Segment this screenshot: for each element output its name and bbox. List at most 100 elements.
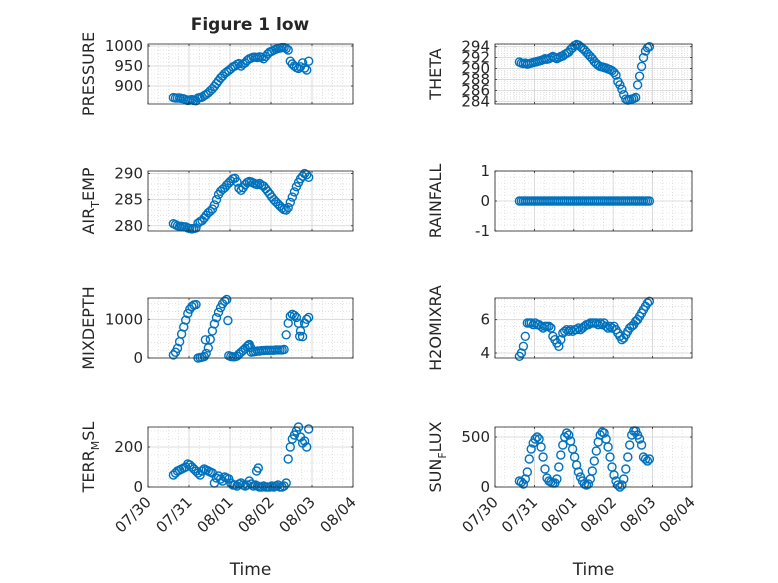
ticks [147, 427, 354, 488]
x-tick-label: 08/01 [537, 493, 580, 536]
data-point [209, 319, 220, 329]
ticks [494, 170, 693, 232]
data-point [295, 331, 305, 341]
y-tick-label: 0 [480, 478, 490, 496]
x-tick-label: 08/03 [616, 493, 659, 536]
data-point [180, 315, 191, 325]
y-tick-label: 294 [461, 38, 490, 56]
axes-frame [147, 43, 354, 105]
data-point [613, 480, 623, 490]
x-tick-label: 07/31 [498, 493, 541, 536]
x-axis-label: Time [572, 560, 615, 580]
data-point [234, 58, 244, 69]
data-point [291, 312, 302, 323]
data-point [621, 464, 631, 474]
axes-frame [147, 170, 354, 232]
data-point [287, 192, 297, 202]
data-point [530, 434, 540, 444]
data-point [617, 480, 627, 490]
data-point [302, 65, 312, 75]
y-tick-label: -1 [475, 222, 490, 240]
minor-grid [494, 298, 693, 358]
data-point [644, 296, 655, 306]
data-point [538, 452, 548, 462]
data-point [619, 474, 629, 484]
y-axis-label: H2OMIXRA [426, 285, 445, 371]
y-axis-label: TERRMSL [79, 422, 102, 494]
data-point [638, 52, 649, 63]
x-tick-label: 08/01 [194, 493, 237, 536]
data-point [279, 344, 289, 355]
data-point [587, 466, 597, 476]
data-point [304, 56, 314, 66]
ticks [494, 427, 693, 488]
data-point [605, 452, 615, 462]
data-point [281, 205, 291, 215]
data-point [245, 342, 256, 353]
data-point [644, 196, 655, 206]
data-point [289, 187, 300, 197]
series-points [168, 168, 314, 234]
y-tick-label: 0 [480, 192, 490, 210]
y-tick-label: 0 [133, 478, 143, 496]
y-tick-label: 292 [461, 49, 490, 67]
data-point [524, 454, 534, 464]
data-point [283, 202, 293, 213]
data-point [281, 330, 291, 340]
data-point [304, 424, 314, 434]
y-tick-label: 1 [480, 162, 490, 180]
x-tick-label: 08/02 [235, 493, 278, 536]
minor-grid [147, 427, 354, 488]
axes-frame [147, 297, 354, 359]
data-point [617, 84, 627, 95]
data-point [281, 43, 291, 54]
data-point [253, 463, 263, 473]
ticks [147, 298, 354, 359]
y-axis-label: PRESSURE [79, 32, 98, 116]
data-point [554, 341, 564, 351]
data-point [636, 61, 647, 72]
data-point [209, 200, 220, 210]
data-point [589, 456, 599, 466]
data-point [634, 71, 645, 81]
data-point [297, 171, 308, 181]
data-point [200, 335, 211, 345]
y-tick-label: 500 [461, 428, 490, 446]
data-point [246, 479, 257, 489]
y-axis-label: AIRTEMP [79, 167, 102, 234]
data-point [183, 308, 193, 319]
data-point [603, 442, 613, 452]
subplot-mixdepth: 0 1000 MIXDEPTH [79, 286, 354, 370]
y-axis-label: THETA [426, 48, 445, 100]
data-point [615, 80, 625, 90]
data-point [520, 331, 530, 341]
axes-frame [494, 43, 693, 105]
data-point [583, 479, 594, 489]
y-tick-label: 4 [480, 344, 490, 362]
data-point [243, 340, 254, 350]
data-point [219, 296, 230, 306]
ticks [147, 171, 354, 231]
data-point [211, 194, 222, 205]
data-point [526, 444, 536, 454]
y-tick-label: 285 [114, 191, 143, 209]
data-point [213, 307, 224, 317]
axes-frame [147, 426, 354, 488]
series-points [514, 296, 655, 361]
y-axis-label: RAINFALL [426, 164, 445, 239]
y-tick-label: 900 [114, 77, 143, 95]
y-tick-label: 6 [480, 311, 490, 329]
data-point [544, 321, 554, 331]
data-point [642, 456, 653, 466]
ticks [494, 298, 693, 358]
y-tick-label: 1000 [105, 310, 143, 328]
y-axis-label: SUNFLUX [426, 421, 449, 492]
y-tick-label: 1000 [105, 37, 143, 55]
y-tick-label: 288 [461, 70, 490, 88]
data-point [573, 323, 584, 333]
data-point [191, 299, 201, 310]
data-point [571, 325, 582, 335]
data-point [625, 440, 635, 450]
